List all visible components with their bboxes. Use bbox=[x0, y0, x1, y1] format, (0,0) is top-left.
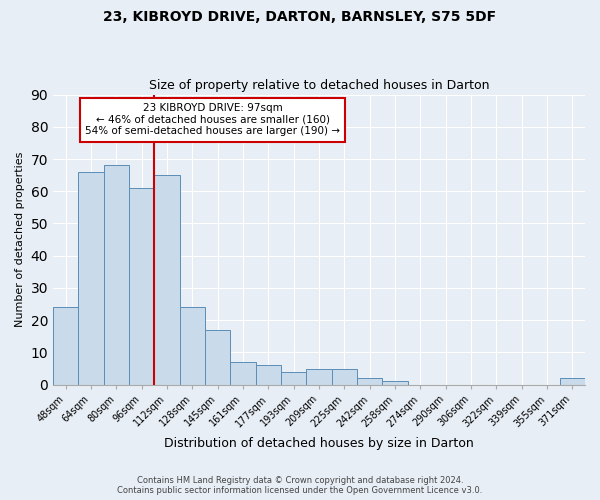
Text: 23, KIBROYD DRIVE, DARTON, BARNSLEY, S75 5DF: 23, KIBROYD DRIVE, DARTON, BARNSLEY, S75… bbox=[103, 10, 497, 24]
Text: 23 KIBROYD DRIVE: 97sqm
← 46% of detached houses are smaller (160)
54% of semi-d: 23 KIBROYD DRIVE: 97sqm ← 46% of detache… bbox=[85, 104, 340, 136]
Text: Contains HM Land Registry data © Crown copyright and database right 2024.
Contai: Contains HM Land Registry data © Crown c… bbox=[118, 476, 482, 495]
Bar bbox=[104, 166, 129, 384]
Bar bbox=[382, 382, 407, 384]
Bar bbox=[256, 366, 281, 384]
Bar bbox=[179, 308, 205, 384]
X-axis label: Distribution of detached houses by size in Darton: Distribution of detached houses by size … bbox=[164, 437, 474, 450]
Bar bbox=[154, 175, 179, 384]
Bar bbox=[560, 378, 585, 384]
Bar bbox=[205, 330, 230, 384]
Bar bbox=[230, 362, 256, 384]
Title: Size of property relative to detached houses in Darton: Size of property relative to detached ho… bbox=[149, 79, 489, 92]
Bar bbox=[357, 378, 382, 384]
Bar bbox=[79, 172, 104, 384]
Bar bbox=[281, 372, 307, 384]
Bar bbox=[129, 188, 154, 384]
Bar bbox=[332, 368, 357, 384]
Y-axis label: Number of detached properties: Number of detached properties bbox=[15, 152, 25, 328]
Bar bbox=[307, 368, 332, 384]
Bar bbox=[53, 308, 79, 384]
